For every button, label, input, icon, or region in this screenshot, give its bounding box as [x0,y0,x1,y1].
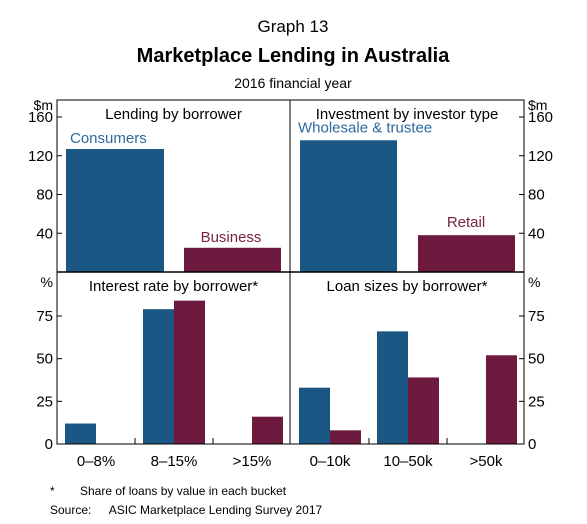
x-tick-label: >50k [470,453,503,470]
footnote-marker: * [50,484,55,498]
y-tick-label: 0 [45,436,53,453]
y-tick-label: 40 [528,225,545,242]
right-unit-top: $m [528,97,547,113]
y-tick-label: 50 [528,351,545,368]
y-tick-label: 120 [28,148,53,165]
footnote: * Share of loans by value in each bucket [50,484,286,498]
bar [408,377,439,444]
bar [486,355,517,444]
bar [299,387,330,444]
panel-title: Lending by borrower [105,106,242,123]
bar [330,430,361,444]
y-tick-label: 80 [36,187,53,204]
bar-label: Business [201,229,262,246]
right-unit-bottom: % [528,274,540,290]
bar-label: Consumers [70,130,147,147]
bar-label: Retail [447,214,485,231]
chart-title: Marketplace Lending in Australia [137,45,451,67]
x-tick-label: >15% [233,453,272,470]
y-tick-label: 25 [528,393,545,410]
bar [377,331,408,444]
chart-panels: $m $m% % 40 80 120 160 40 80 120 160 0 25 50 75 0 25 50 75… [28,97,553,470]
bar [174,300,205,444]
footnote-text: Share of loans by value in each bucket [80,484,287,498]
bar [66,148,164,272]
chart-subtitle: 2016 financial year [234,75,352,91]
left-unit-bottom: % [41,274,53,290]
y-tick-label: 160 [28,109,53,126]
bar [65,423,96,444]
y-tick-label: 80 [528,187,545,204]
x-tick-label: 0–8% [77,453,115,470]
y-tick-label: 160 [528,109,553,126]
panel-title: Loan sizes by borrower* [327,278,488,295]
bar-label: Wholesale & trustee [298,119,432,136]
y-tick-label: 25 [36,393,53,410]
bar [184,247,281,272]
panel-title: Investment by investor type [316,106,499,123]
y-tick-label: 75 [36,308,53,325]
x-tick-label: 10–50k [383,453,433,470]
y-tick-label: 120 [528,148,553,165]
graph-number: Graph 13 [258,17,329,36]
source-note: Source: ASIC Marketplace Lending Survey … [50,503,322,517]
x-tick-label: 8–15% [151,453,198,470]
y-tick-label: 0 [528,436,536,453]
bar [252,416,283,444]
bar [300,140,397,272]
source-text: ASIC Marketplace Lending Survey 2017 [108,503,323,517]
panel-title: Interest rate by borrower* [89,278,258,295]
left-unit-top: $m [34,97,53,113]
bar [143,309,174,444]
y-tick-label: 75 [528,308,545,325]
y-tick-label: 40 [36,225,53,242]
source-label: Source: [50,503,92,517]
bar [418,235,515,272]
x-tick-label: 0–10k [310,453,351,470]
y-tick-label: 50 [36,351,53,368]
